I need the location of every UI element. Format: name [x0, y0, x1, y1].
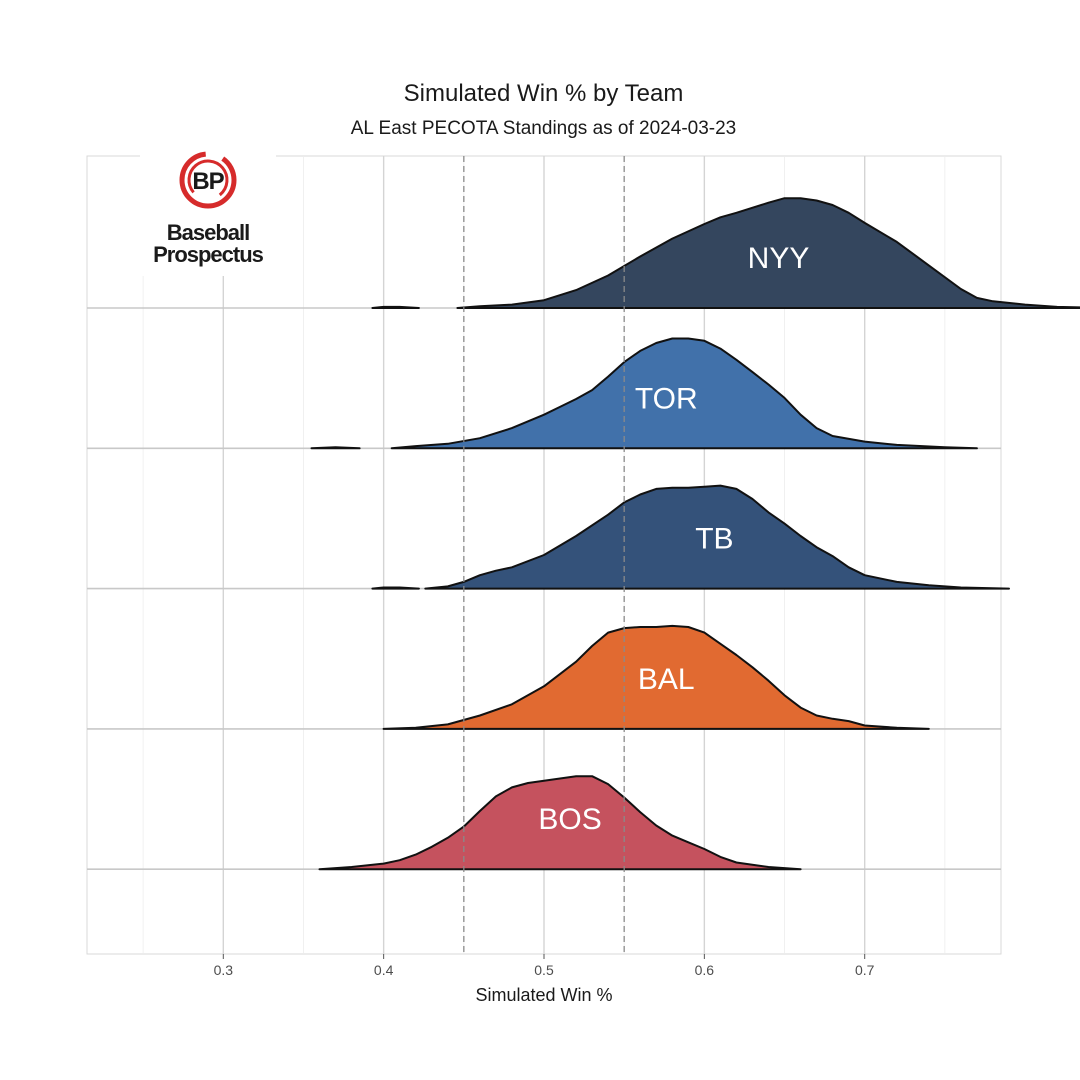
x-tick-label: 0.4 — [374, 962, 394, 978]
logo-line1: Baseball — [166, 220, 251, 245]
x-tick-label: 0.7 — [855, 962, 875, 978]
density-ridge-nyy — [371, 305, 420, 309]
x-axis-ticks: 0.3 0.4 0.5 0.6 0.7 — [214, 954, 875, 978]
team-label-bos: BOS — [538, 803, 601, 836]
team-label-tb: TB — [695, 523, 733, 556]
x-axis-label: Simulated Win % — [475, 985, 612, 1005]
x-tick-label: 0.5 — [534, 962, 554, 978]
density-ridge-tor — [310, 446, 361, 450]
x-tick-label: 0.3 — [214, 962, 234, 978]
density-ridge-bal — [382, 624, 930, 730]
density-ridge-tb — [371, 586, 420, 590]
density-ridge-bos — [318, 775, 802, 871]
team-labels: NYY TOR TB BAL BOS — [538, 242, 809, 836]
team-label-bal: BAL — [638, 663, 695, 696]
density-ridge-nyy — [456, 197, 1080, 309]
team-label-tor: TOR — [635, 382, 698, 415]
density-ridge-tor — [390, 337, 978, 450]
baseball-prospectus-logo: BP Baseball Prospectus — [140, 146, 276, 276]
reference-lines — [463, 156, 625, 954]
density-ridge-tb — [424, 484, 1010, 590]
team-label-nyy: NYY — [748, 242, 810, 275]
chart-title: Simulated Win % by Team — [403, 80, 684, 107]
bp-ring-icon: BP — [179, 151, 237, 209]
chart-subtitle: AL East PECOTA Standings as of 2024-03-2… — [350, 118, 737, 139]
logo-monogram: BP — [192, 168, 224, 195]
x-tick-label: 0.6 — [695, 962, 715, 978]
density-ridges — [310, 197, 1080, 871]
logo-line2: Prospectus — [153, 242, 264, 267]
